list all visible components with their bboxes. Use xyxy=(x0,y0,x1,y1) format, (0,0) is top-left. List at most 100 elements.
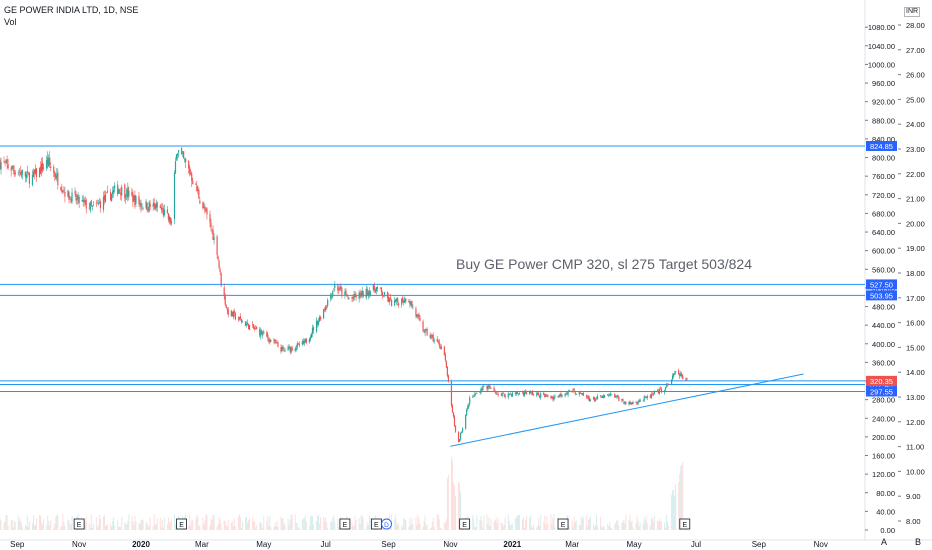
candle-body xyxy=(291,347,293,351)
level-badge: 503.95 xyxy=(870,291,893,300)
volume-bar xyxy=(261,523,263,530)
volume-bar xyxy=(607,523,609,530)
x-tick-label: Sep xyxy=(10,540,25,549)
candle-body xyxy=(198,189,200,199)
candle-body xyxy=(467,406,469,410)
trendline-segment[interactable] xyxy=(450,373,804,447)
secondary-tick-label: 22.00 xyxy=(906,170,925,179)
volume-bar xyxy=(323,516,325,530)
currency-badge[interactable]: INR xyxy=(904,7,921,17)
volume-bar xyxy=(155,524,157,530)
candle-body xyxy=(524,391,527,394)
candle-body xyxy=(76,198,78,201)
candle-body xyxy=(33,169,36,174)
candle-body xyxy=(132,193,134,203)
volume-bar xyxy=(660,521,662,530)
candle-body xyxy=(315,320,318,332)
earnings-marker-label: E xyxy=(374,522,379,529)
volume-bar xyxy=(610,527,612,530)
candle-body xyxy=(27,172,30,174)
candle-body xyxy=(443,346,445,356)
settings-button[interactable]: B xyxy=(915,537,922,547)
candle-body xyxy=(354,293,356,297)
trendline[interactable] xyxy=(450,373,804,447)
candle-body xyxy=(507,393,509,398)
volume-bar xyxy=(593,526,595,530)
candle-body xyxy=(267,334,269,339)
candle-body xyxy=(146,202,148,210)
candle-body xyxy=(557,396,559,397)
volume-bar xyxy=(146,522,148,530)
candle-body xyxy=(390,299,393,307)
volume-bar xyxy=(320,516,322,530)
volume-bar xyxy=(452,482,454,530)
volume-bar xyxy=(517,515,519,530)
volume-bar xyxy=(90,514,92,530)
volume-bar xyxy=(401,525,403,530)
volume-bar xyxy=(334,522,336,530)
candle-body xyxy=(196,185,198,192)
candle-body xyxy=(374,289,376,293)
volume-bar xyxy=(645,515,647,530)
volume-bar xyxy=(614,523,616,530)
candle-body xyxy=(166,209,168,213)
volume-bar xyxy=(580,516,582,530)
volume-bar xyxy=(668,525,670,530)
candle-body xyxy=(125,198,127,200)
earnings-marker-label: E xyxy=(343,522,348,529)
auto-scale-button[interactable]: A xyxy=(881,537,888,547)
candle-body xyxy=(152,203,154,208)
volume-bar xyxy=(205,514,207,530)
volume-bar xyxy=(415,516,417,530)
volume-bar xyxy=(298,527,300,530)
price-tick-label: 760.00 xyxy=(872,172,895,181)
candle-body xyxy=(38,167,41,178)
volume-bar xyxy=(450,456,452,530)
volume-bar xyxy=(502,526,504,530)
candle-body xyxy=(308,338,311,343)
candle-body xyxy=(218,261,220,268)
earnings-marker xyxy=(73,518,85,530)
candle-body xyxy=(332,290,334,297)
candle-body xyxy=(667,383,670,385)
candle-body xyxy=(232,311,234,318)
candle-body xyxy=(323,309,325,319)
volume-bar xyxy=(84,522,86,530)
candle-body xyxy=(238,316,241,320)
volume-bar xyxy=(312,524,314,530)
volume-bar xyxy=(410,525,412,530)
secondary-tick-label: 8.00 xyxy=(906,517,921,526)
volume-bar xyxy=(138,522,140,530)
candle-body xyxy=(466,409,468,415)
candle-body xyxy=(17,173,19,175)
candle-body xyxy=(105,192,108,194)
volume-bar xyxy=(110,523,112,530)
candle-body xyxy=(525,392,528,394)
candle-body xyxy=(96,202,98,204)
volume-bar xyxy=(206,515,208,530)
candle-body xyxy=(287,346,289,351)
candle-body xyxy=(20,172,22,177)
volume-bar xyxy=(536,527,538,530)
candle-body xyxy=(440,346,442,349)
volume-bar xyxy=(636,515,638,530)
candle-body xyxy=(26,171,28,173)
chart-annotation[interactable]: Buy GE Power CMP 320, sl 275 Target 503/… xyxy=(456,256,752,272)
volume-bar xyxy=(5,515,7,530)
candle-body xyxy=(376,287,378,289)
volume-bar xyxy=(675,484,677,530)
volume-bar xyxy=(114,525,116,530)
volume-bar xyxy=(126,523,128,530)
candle-body xyxy=(114,185,116,189)
volume-bar xyxy=(220,524,222,530)
candle-body xyxy=(665,384,668,387)
price-tick-label: 960.00 xyxy=(872,79,895,88)
volume-bar xyxy=(287,518,289,530)
candle-body xyxy=(149,203,151,208)
volume-bar xyxy=(483,515,485,530)
volume-bar xyxy=(653,516,655,530)
volume-bar xyxy=(304,514,306,530)
volume-bar xyxy=(195,519,197,530)
candle-body xyxy=(32,171,35,178)
